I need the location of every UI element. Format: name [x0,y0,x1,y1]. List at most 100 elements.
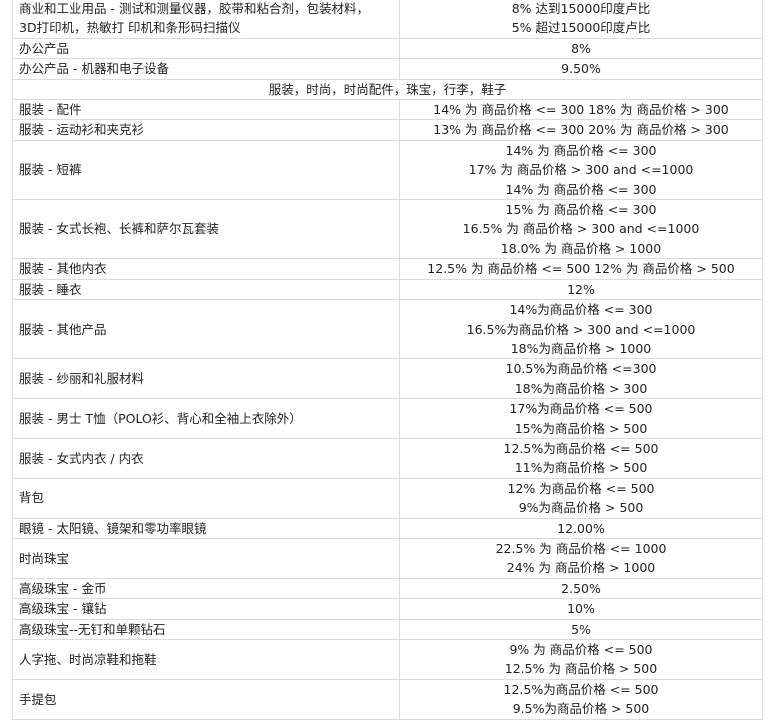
table-row: 服装 - 其他产品 14%为商品价格 <= 300 16.5%为商品价格 > 300… [12,299,763,360]
category-cell: 办公产品 [12,37,400,60]
rate-cell: 14% 为 商品价格 <= 300 17% 为 商品价格 > 300 and <=… [399,139,763,201]
rate-cell: 12.5%为商品价格 <= 500 11%为商品价格 > 500 [399,437,763,479]
rate-cell: 5% [399,618,763,641]
category-cell: 服装 - 男士 T恤（POLO衫、背心和全袖上衣除外） [12,398,400,439]
rate-cell: 17%为商品价格 <= 500 15%为商品价格 > 500 [399,398,763,439]
cell-line: 2.50% [561,580,601,596]
cell-line: 8% 达到15000印度卢比 [511,1,651,16]
category-cell: 高级珠宝--无钉和单颗钻石 [12,618,400,641]
cell-line: 眼镜 - 太阳镜、镜架和零功率眼镜 [19,520,207,536]
rate-cell: 12.5%为商品价格 <= 500 9.5%为商品价格 > 500 [399,678,763,720]
cell-line: 14% 为 商品价格 <= 300 [505,181,657,197]
table-row: 服装 - 睡衣 12% [12,278,763,301]
cell-line: 14% 为 商品价格 <= 300 [505,142,657,158]
cell-line: 服装 - 睡衣 [19,281,82,297]
category-cell: 服装 - 女式长袍、长裤和萨尔瓦套装 [12,199,400,260]
cell-line: 背包 [19,490,45,506]
cell-line: 服装 - 女式长袍、长裤和萨尔瓦套装 [19,221,219,237]
cell-line: 11%为商品价格 > 500 [514,460,648,476]
cell-line: 手提包 [19,691,57,707]
cell-line: 时尚珠宝 [19,550,70,566]
cell-line: 18%为商品价格 > 1000 [510,340,652,356]
table-row: 高级珠宝--无钉和单颗钻石 5% [12,618,763,641]
category-cell: 高级珠宝 - 金币 [12,577,400,600]
cell-line: 10.5%为商品价格 <=300 [505,361,657,377]
rate-cell: 13% 为 商品价格 <= 300 20% 为 商品价格 > 300 [399,119,763,141]
table-row: 时尚珠宝 22.5% 为 商品价格 <= 1000 24% 为 商品价格 > 100… [12,537,763,579]
cell-line: 服装 - 短裤 [19,162,82,178]
table-row: 商业和工业用品 - 测试和测量仪器，胶带和粘合剂，包装材料， 3D打印机，热敏打 … [12,0,763,39]
cell-line: 服装 - 女式内衣 / 内衣 [19,450,144,466]
category-cell: 服装 - 其他产品 [12,299,400,360]
category-cell: 高级珠宝 - 镶钻 [12,598,400,620]
cell-line: 12.5% 为 商品价格 > 500 [504,661,658,677]
table-row: 服装 - 女式内衣 / 内衣 12.5%为商品价格 <= 500 11%为商品价格 … [12,437,763,479]
rate-cell: 14% 为 商品价格 <= 300 18% 为 商品价格 > 300 [399,99,763,121]
rate-cell: 8% [399,37,763,60]
cell-line: 5% [571,621,591,637]
category-cell: 商业和工业用品 - 测试和测量仪器，胶带和粘合剂，包装材料， 3D打印机，热敏打 … [12,0,400,39]
category-cell: 背包 [12,477,400,519]
category-cell: 时尚珠宝 [12,537,400,579]
rate-cell: 8% 达到15000印度卢比 5% 超过15000印度卢比 [399,0,763,39]
cell-line: 服装 - 纱丽和礼服材料 [19,371,144,387]
rate-cell: 10% [399,598,763,620]
cell-line: 办公产品 - 机器和电子设备 [19,61,169,77]
rate-cell: 22.5% 为 商品价格 <= 1000 24% 为 商品价格 > 1000 [399,537,763,579]
table-row: 办公产品 8% [12,37,763,60]
rate-cell: 2.50% [399,577,763,600]
category-cell: 服装 - 短裤 [12,139,400,201]
cell-line: 服装 - 配件 [19,102,82,118]
cell-line: 高级珠宝--无钉和单颗钻石 [19,621,166,637]
section-cell: 服装，时尚，时尚配件，珠宝，行李，鞋子 [12,78,763,101]
category-cell: 服装 - 运动衫和夹克衫 [12,119,400,141]
category-cell: 服装 - 纱丽和礼服材料 [12,358,400,400]
cell-line: 15% 为 商品价格 <= 300 [505,202,657,218]
table-body: 商业和工业用品 - 测试和测量仪器，胶带和粘合剂，包装材料， 3D打印机，热敏打 … [12,0,763,720]
cell-line: 16.5%为商品价格 > 300 and <=1000 [466,321,696,337]
cell-line: 服装 - 其他产品 [19,321,107,337]
rate-cell: 15% 为 商品价格 <= 300 16.5% 为 商品价格 > 300 and … [399,199,763,260]
category-cell: 人字拖、时尚凉鞋和拖鞋 [12,639,400,680]
table-row: 服装，时尚，时尚配件，珠宝，行李，鞋子 [12,78,763,101]
rate-cell: 10.5%为商品价格 <=300 18%为商品价格 > 300 [399,358,763,400]
cell-line: 服装 - 运动衫和夹克衫 [19,122,144,138]
cell-line: 22.5% 为 商品价格 <= 1000 [495,540,667,556]
category-cell: 服装 - 其他内衣 [12,258,400,280]
cell-line: 10% [567,601,595,617]
table-row: 服装 - 其他内衣 12.5% 为 商品价格 <= 500 12% 为 商品价格 … [12,258,763,280]
cell-line: 17%为商品价格 <= 500 [509,401,653,417]
cell-line: 17% 为 商品价格 > 300 and <=1000 [468,162,694,178]
rate-cell: 9% 为 商品价格 <= 500 12.5% 为 商品价格 > 500 [399,639,763,680]
table-row: 高级珠宝 - 镶钻 10% [12,598,763,620]
table-row: 眼镜 - 太阳镜、镜架和零功率眼镜 12.00% [12,517,763,539]
table-row: 人字拖、时尚凉鞋和拖鞋 9% 为 商品价格 <= 500 12.5% 为 商品价格 … [12,639,763,680]
cell-line: 13% 为 商品价格 <= 300 20% 为 商品价格 > 300 [433,122,729,138]
cell-line: 14% 为 商品价格 <= 300 18% 为 商品价格 > 300 [433,102,729,118]
cell-line: 12% 为商品价格 <= 500 [507,480,655,496]
table-row: 服装 - 配件 14% 为 商品价格 <= 300 18% 为 商品价格 > 30… [12,99,763,121]
cell-line: 14%为商品价格 <= 300 [509,302,653,318]
cell-line: 人字拖、时尚凉鞋和拖鞋 [19,651,157,667]
cell-line: 12% [567,281,595,297]
category-cell: 手提包 [12,678,400,720]
cell-line: 12.00% [557,520,605,536]
cell-line: 15%为商品价格 > 500 [514,420,648,436]
rate-cell: 12% [399,278,763,301]
cell-line: 服装，时尚，时尚配件，珠宝，行李，鞋子 [268,81,507,97]
cell-line: 8% [571,40,591,56]
table-row: 服装 - 短裤 14% 为 商品价格 <= 300 17% 为 商品价格 > 300… [12,139,763,201]
cell-line: 高级珠宝 - 金币 [19,580,107,596]
rate-cell: 14%为商品价格 <= 300 16.5%为商品价格 > 300 and <=10… [399,299,763,360]
table-row: 手提包 12.5%为商品价格 <= 500 9.5%为商品价格 > 500 [12,678,763,720]
rate-cell: 12% 为商品价格 <= 500 9%为商品价格 > 500 [399,477,763,519]
cell-line: 16.5% 为 商品价格 > 300 and <=1000 [462,221,700,237]
cell-line: 商业和工业用品 - 测试和测量仪器，胶带和粘合剂，包装材料， [19,1,369,16]
cell-line: 5% 超过15000印度卢比 [511,20,651,36]
cell-line: 9.50% [561,61,601,77]
cell-line: 24% 为 商品价格 > 1000 [506,560,656,576]
cell-line: 3D打印机，热敏打 印机和条形码扫描仪 [19,20,241,36]
rate-cell: 9.50% [399,58,763,80]
